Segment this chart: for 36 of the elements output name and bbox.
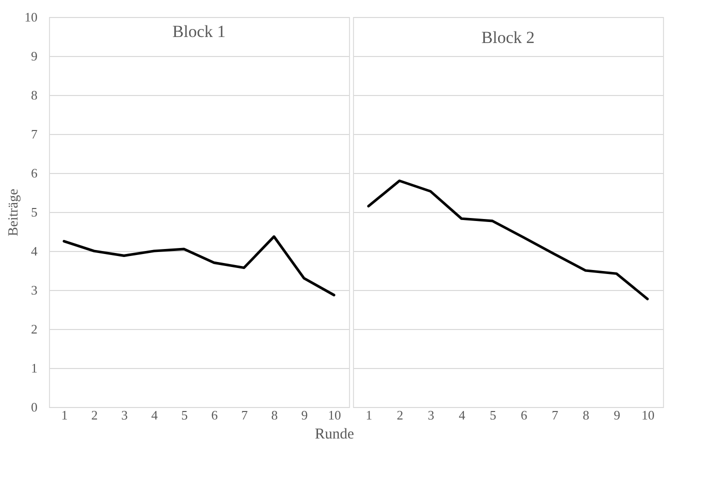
- x-tick-label: 6: [211, 408, 218, 422]
- x-tick-label: 8: [271, 408, 278, 422]
- x-tick-label: 3: [121, 408, 128, 422]
- x-tick-label: 5: [490, 408, 496, 422]
- y-tick-label: 6: [31, 166, 38, 180]
- x-tick-label: 2: [396, 408, 404, 422]
- x-tick-label: 1: [366, 408, 372, 422]
- y-tick-label: 3: [31, 282, 38, 298]
- x-tick-label: 4: [458, 408, 466, 422]
- y-tick-label: 0: [31, 400, 38, 414]
- y-tick-label: 2: [31, 322, 38, 336]
- y-tick-label: 1: [31, 360, 38, 376]
- line-series: [62, 235, 336, 296]
- x-tick-label: 3: [428, 408, 434, 422]
- y-tick-label: 10: [24, 10, 38, 24]
- x-tick-label: 6: [520, 408, 528, 422]
- x-axis-title: Runde: [314, 426, 354, 442]
- x-tick-label: 8: [582, 408, 590, 422]
- y-tick-label: 9: [31, 48, 38, 64]
- y-tick-label: 7: [31, 126, 38, 142]
- y-axis-title: Beiträge: [6, 188, 22, 236]
- x-tick-label: 10: [642, 408, 654, 422]
- x-tick-label: 9: [614, 408, 620, 422]
- x-tick-label: 7: [241, 408, 248, 422]
- y-tick-label: 5: [31, 204, 38, 220]
- y-tick-label: 4: [31, 244, 38, 258]
- x-tick-label: 1: [61, 408, 68, 422]
- x-tick-label: 10: [328, 408, 341, 422]
- x-tick-label: 4: [151, 408, 158, 422]
- y-tick-label: 8: [31, 88, 38, 102]
- chart-title: Block 1: [172, 22, 226, 41]
- x-tick-label: 9: [301, 408, 308, 422]
- x-tick-label: 5: [181, 408, 188, 422]
- text: Block 2: [481, 28, 535, 47]
- x-tick-label: 2: [91, 408, 98, 422]
- x-tick-label: 7: [552, 408, 559, 422]
